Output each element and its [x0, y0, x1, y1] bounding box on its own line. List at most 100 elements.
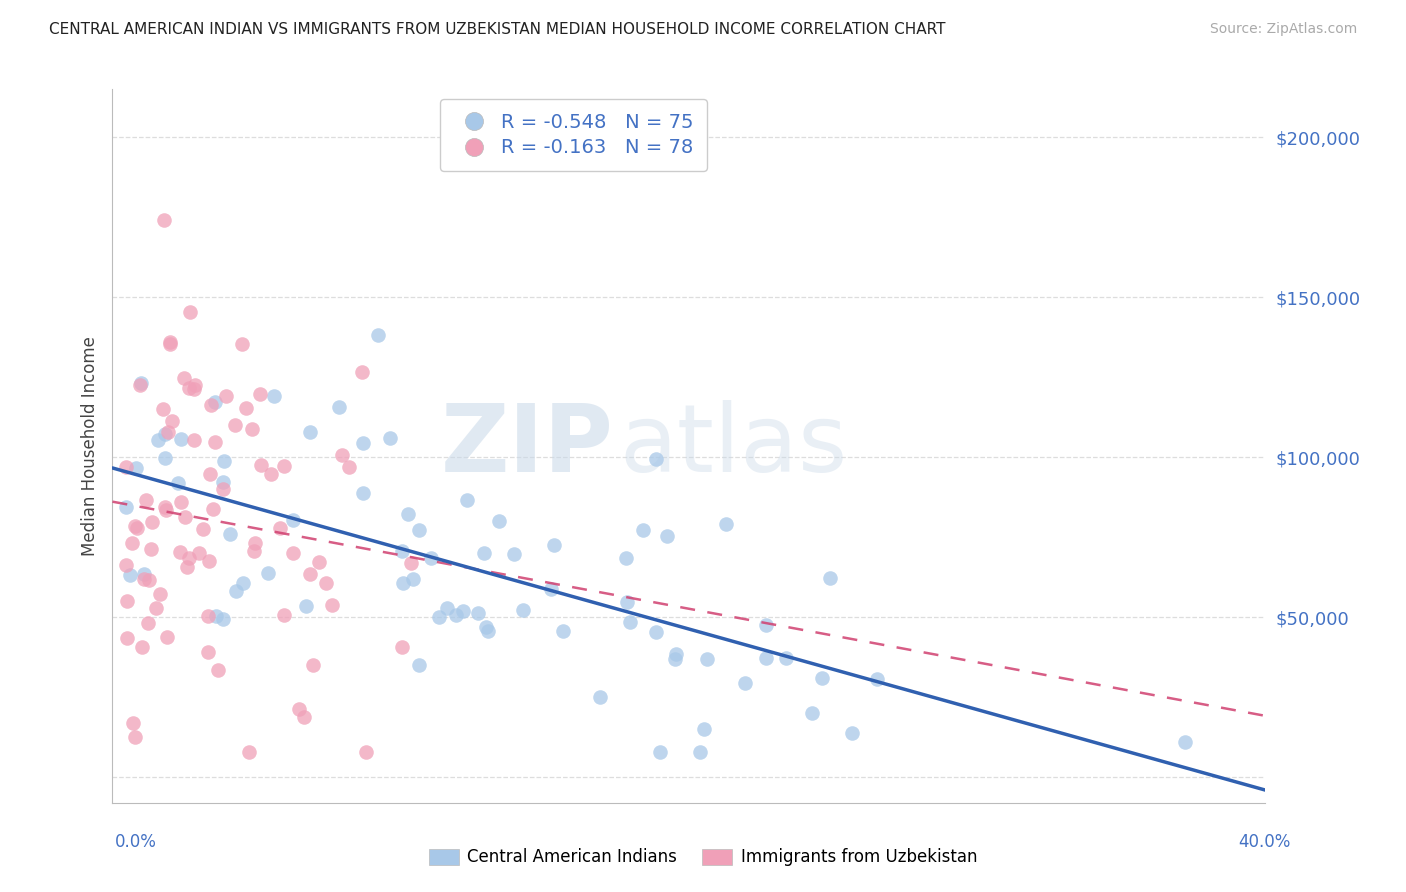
Point [243, 535, 266, 549]
Point [665, 647, 688, 661]
Point [281, 513, 304, 527]
Point [225, 584, 247, 599]
Point [240, 422, 263, 436]
Point [212, 612, 235, 626]
Text: 0.0%: 0.0% [115, 833, 157, 851]
Point [145, 600, 167, 615]
Point [308, 555, 330, 569]
Point [477, 624, 499, 639]
Point [589, 690, 612, 705]
Point [616, 595, 638, 609]
Point [352, 435, 374, 450]
Point [273, 459, 295, 474]
Point [187, 546, 209, 560]
Point [657, 528, 679, 542]
Point [472, 546, 495, 560]
Point [134, 567, 156, 582]
Point [551, 624, 574, 639]
Point [235, 401, 257, 416]
Point [543, 538, 565, 552]
Point [249, 387, 271, 401]
Point [315, 575, 337, 590]
Point [197, 609, 219, 624]
Point [273, 607, 295, 622]
Point [755, 617, 778, 632]
Point [330, 448, 353, 462]
Point [734, 676, 756, 690]
Point [614, 551, 637, 566]
Point [866, 672, 889, 686]
Point [173, 371, 195, 385]
Point [167, 475, 190, 490]
Point [644, 452, 666, 467]
Point [367, 328, 389, 343]
Point [204, 435, 226, 450]
Point [714, 517, 737, 532]
Point [120, 568, 142, 582]
Point [328, 400, 350, 414]
Point [115, 500, 138, 515]
Point [257, 566, 280, 580]
Point [664, 651, 686, 665]
Point [350, 365, 373, 379]
Point [215, 389, 238, 403]
Point [408, 523, 430, 537]
Legend: R = -0.548   N = 75, R = -0.163   N = 78: R = -0.548 N = 75, R = -0.163 N = 78 [440, 99, 707, 171]
Point [399, 556, 422, 570]
Point [281, 546, 304, 560]
Point [155, 427, 177, 442]
Point [184, 378, 207, 392]
Point [125, 460, 148, 475]
Point [755, 651, 778, 665]
Point [456, 492, 478, 507]
Point [427, 610, 450, 624]
Point [391, 640, 413, 654]
Point [243, 544, 266, 558]
Point [141, 515, 163, 529]
Text: ZIP: ZIP [441, 400, 614, 492]
Point [124, 730, 146, 744]
Point [288, 702, 311, 716]
Point [540, 582, 562, 596]
Point [173, 510, 195, 524]
Point [183, 382, 205, 396]
Point [299, 567, 322, 582]
Text: Source: ZipAtlas.com: Source: ZipAtlas.com [1209, 22, 1357, 37]
Point [436, 601, 458, 615]
Point [212, 475, 235, 489]
Point [352, 486, 374, 500]
Point [127, 521, 149, 535]
Point [231, 336, 253, 351]
Point [152, 402, 174, 417]
Point [811, 671, 834, 685]
Point [159, 336, 181, 351]
Legend: Central American Indians, Immigrants from Uzbekistan: Central American Indians, Immigrants fro… [422, 842, 984, 873]
Point [224, 418, 246, 433]
Point [645, 625, 668, 640]
Point [204, 609, 226, 624]
Point [474, 620, 496, 634]
Point [128, 377, 150, 392]
Point [249, 458, 271, 472]
Point [136, 615, 159, 630]
Point [1174, 735, 1197, 749]
Point [453, 604, 475, 618]
Point [204, 395, 226, 409]
Point [467, 606, 489, 620]
Point [124, 519, 146, 533]
Point [292, 710, 315, 724]
Point [177, 551, 200, 566]
Point [302, 657, 325, 672]
Point [115, 459, 138, 474]
Point [176, 560, 198, 574]
Point [135, 493, 157, 508]
Point [207, 664, 229, 678]
Point [408, 657, 430, 672]
Point [219, 526, 242, 541]
Point [818, 571, 841, 585]
Point [212, 482, 235, 496]
Point [156, 630, 179, 644]
Point [354, 745, 377, 759]
Point [775, 651, 797, 665]
Point [183, 433, 205, 447]
